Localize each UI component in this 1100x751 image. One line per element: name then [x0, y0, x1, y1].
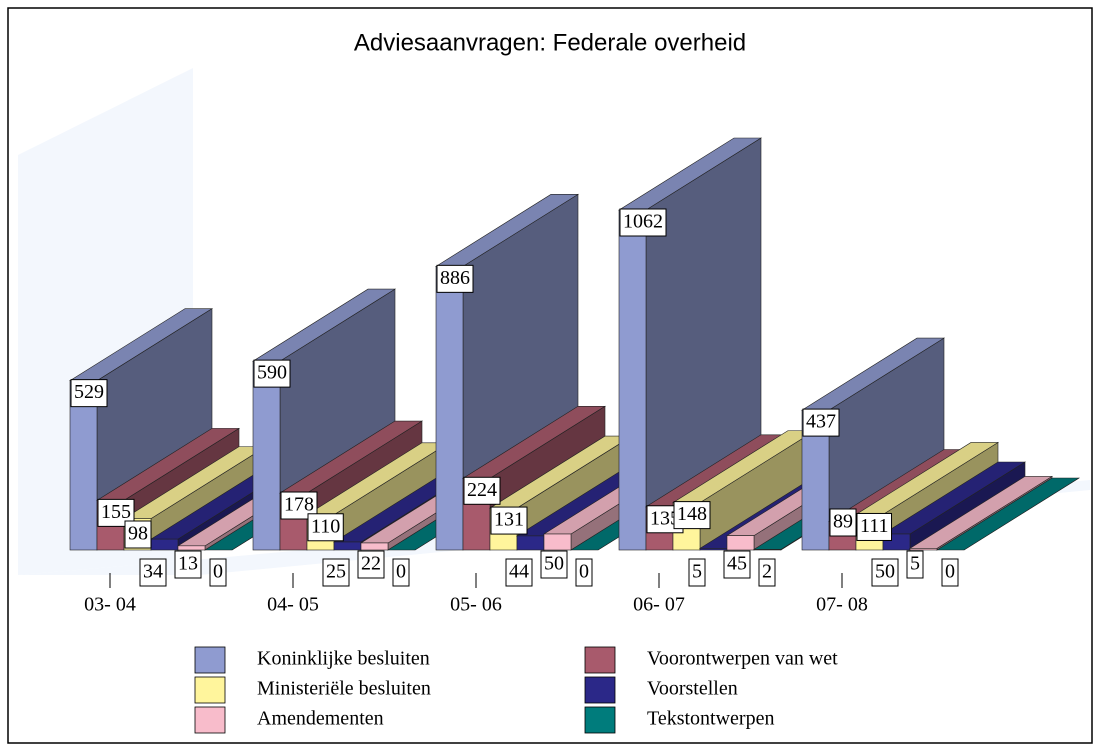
bar: [252, 360, 281, 551]
data-label-box: [688, 558, 706, 587]
bar: [177, 545, 206, 551]
data-label: 886: [440, 267, 470, 289]
data-label-box: [436, 264, 474, 293]
data-label: 34: [143, 561, 163, 583]
data-label-box: [871, 558, 899, 587]
data-label-box: [802, 408, 840, 437]
data-label: 110: [311, 515, 340, 537]
data-label-box: [758, 558, 776, 587]
data-label: 5: [910, 553, 920, 575]
bar: [516, 535, 545, 551]
data-label: 0: [579, 561, 589, 583]
data-label-box: [209, 558, 227, 587]
data-label: 135: [650, 507, 680, 529]
legend-label: Voorstellen: [647, 678, 738, 700]
data-label: 44: [509, 561, 529, 583]
data-label: 529: [74, 381, 104, 403]
bar-top: [935, 477, 1081, 551]
data-label: 1062: [623, 211, 663, 233]
bar: [435, 266, 464, 551]
data-label: 148: [677, 503, 707, 525]
data-label: 98: [128, 523, 148, 545]
bar: [699, 548, 728, 551]
data-label: 50: [875, 561, 895, 583]
data-label-box: [357, 550, 385, 579]
legend-swatch: [584, 646, 616, 674]
bar: [543, 533, 572, 551]
data-label-box: [723, 550, 751, 579]
bar: [333, 541, 362, 551]
data-label-box: [124, 520, 152, 549]
bar: [360, 542, 389, 551]
data-label-box: [906, 550, 924, 579]
legend-swatch: [194, 676, 226, 704]
chart-title: Adviesaanvragen: Federale overheid: [354, 29, 746, 56]
legend-label: Amendementen: [257, 708, 384, 730]
data-label: 0: [213, 561, 223, 583]
bar: [909, 548, 938, 551]
data-label: 224: [467, 479, 497, 501]
data-label: 0: [945, 561, 955, 583]
x-tick-label: 06- 07: [633, 594, 685, 616]
data-label-box: [139, 558, 167, 587]
bar: [69, 380, 98, 551]
data-label: 2: [762, 561, 772, 583]
data-label-box: [619, 208, 667, 237]
x-tick-label: 04- 05: [267, 594, 319, 616]
data-label-box: [490, 506, 528, 535]
data-label: 155: [101, 501, 131, 523]
data-label-box: [307, 513, 344, 542]
data-label-box: [941, 558, 959, 587]
data-label-box: [70, 379, 108, 408]
bar: [618, 209, 647, 551]
bar: [150, 538, 179, 551]
data-label-box: [505, 558, 533, 587]
legend-swatch: [584, 706, 616, 734]
data-label: 590: [257, 362, 287, 384]
data-label: 111: [860, 515, 889, 537]
legend-label: Voorontwerpen van wet: [647, 648, 838, 670]
data-label: 0: [396, 561, 406, 583]
legend-swatch: [584, 676, 616, 704]
data-label: 437: [806, 411, 836, 433]
data-label-box: [174, 550, 202, 579]
legend-swatch: [194, 646, 226, 674]
data-label: 131: [494, 509, 524, 531]
data-label-box: [540, 550, 568, 579]
x-tick-label: 03- 04: [84, 594, 136, 616]
data-label-box: [575, 558, 593, 587]
data-label-box: [673, 501, 711, 530]
data-label: 89: [833, 511, 853, 533]
data-label-box: [253, 359, 291, 388]
data-label-box: [829, 508, 857, 537]
data-label: 45: [727, 553, 747, 575]
data-label: 25: [326, 561, 346, 583]
data-label: 178: [284, 494, 314, 516]
legend-label: Tekstontwerpen: [647, 708, 774, 730]
legend-label: Koninklijke besluiten: [257, 648, 430, 670]
legend-swatch: [194, 706, 226, 734]
legend-label: Ministeriële besluiten: [257, 678, 431, 700]
x-tick-label: 07- 08: [816, 594, 868, 616]
data-label: 22: [361, 553, 381, 575]
data-label-box: [392, 558, 410, 587]
data-label-box: [856, 512, 893, 541]
bar: [753, 549, 782, 551]
data-label: 5: [692, 561, 702, 583]
x-tick-label: 05- 06: [450, 594, 502, 616]
data-label: 13: [178, 553, 198, 575]
data-label: 50: [544, 553, 564, 575]
data-label-box: [463, 476, 501, 505]
bar: [726, 535, 755, 551]
data-label-box: [322, 558, 350, 587]
